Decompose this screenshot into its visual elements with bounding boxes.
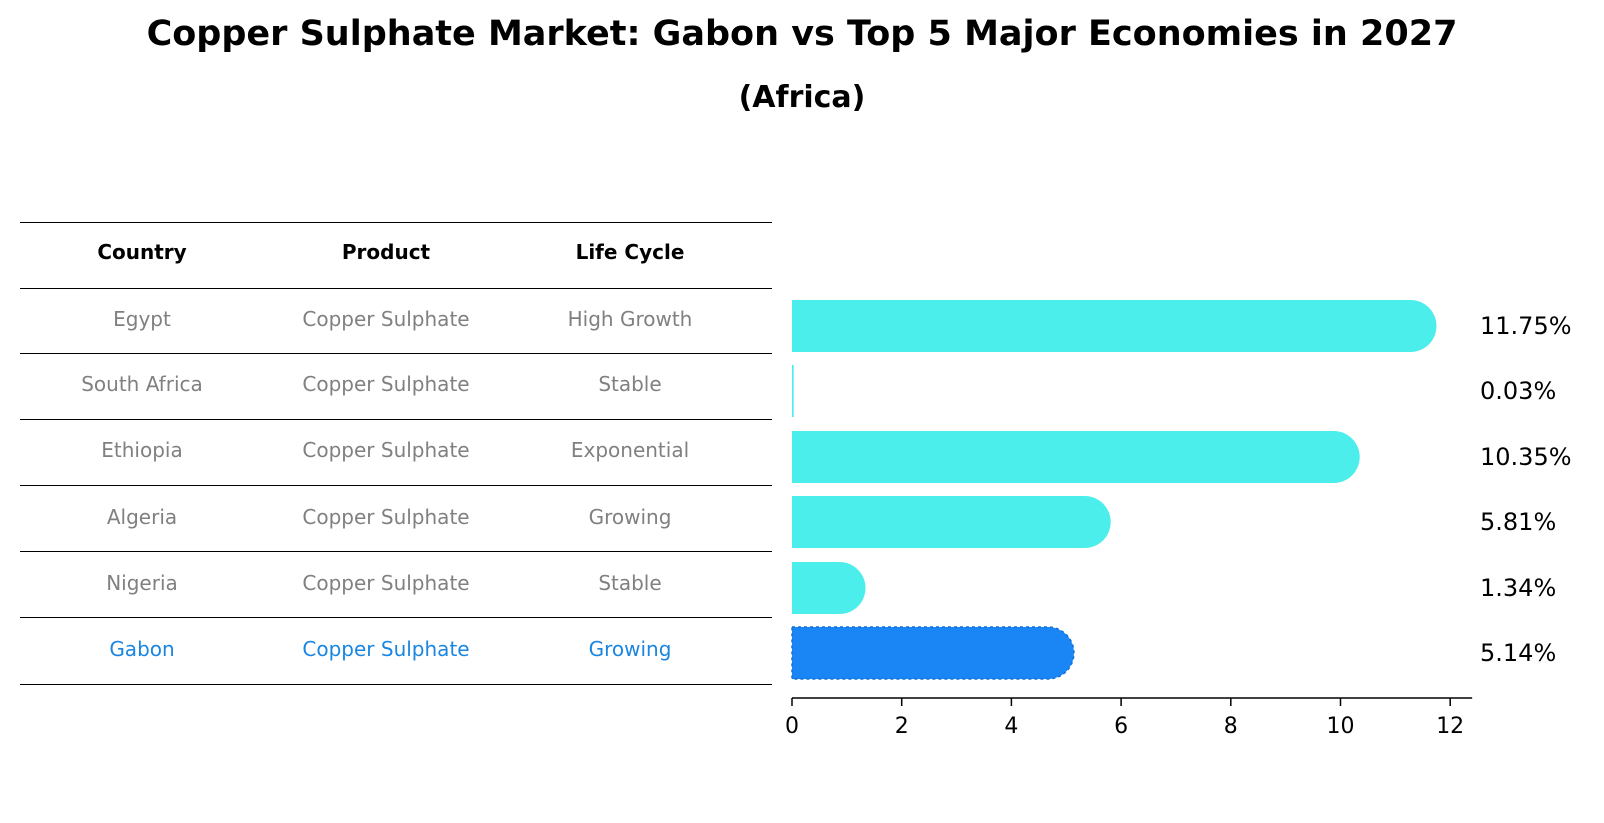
table-row-rule — [20, 617, 772, 618]
cell-product: Copper Sulphate — [302, 438, 470, 462]
bar — [792, 562, 866, 614]
x-tick-label: 4 — [1004, 714, 1018, 739]
cell-life-cycle: High Growth — [567, 307, 693, 331]
cell-country: Algeria — [106, 505, 178, 529]
data-label: 1.34% — [1480, 574, 1556, 602]
table-row-rule — [20, 419, 772, 420]
cell-life-cycle: Growing — [588, 505, 672, 529]
bar — [792, 496, 1111, 548]
x-tick-label: 8 — [1224, 714, 1238, 739]
table-row-rule — [20, 485, 772, 486]
chart-subtitle: (Africa) — [738, 80, 866, 115]
cell-product: Copper Sulphate — [302, 571, 470, 595]
cell-country: Ethiopia — [101, 438, 183, 462]
cell-life-cycle: Stable — [598, 571, 662, 595]
cell-country: Nigeria — [106, 571, 178, 595]
cell-country: Egypt — [113, 307, 171, 331]
cell-product-highlight: Copper Sulphate — [302, 637, 470, 661]
data-label: 0.03% — [1480, 377, 1556, 405]
cell-country-highlight: Gabon — [109, 637, 175, 661]
bar — [792, 300, 1437, 352]
data-label: 5.81% — [1480, 508, 1556, 536]
cell-life-cycle-highlight: Growing — [588, 637, 672, 661]
data-label: 10.35% — [1480, 443, 1572, 471]
header-country: Country — [97, 240, 187, 264]
x-tick-label: 10 — [1327, 714, 1355, 739]
x-tick-label: 0 — [785, 714, 799, 739]
cell-country: South Africa — [81, 372, 203, 396]
header-life-cycle: Life Cycle — [575, 240, 685, 264]
cell-product: Copper Sulphate — [302, 372, 470, 396]
bar — [792, 431, 1360, 483]
table-bottom-rule — [20, 684, 772, 685]
x-tick-label: 6 — [1114, 714, 1128, 739]
bar — [792, 365, 794, 417]
table-row-rule — [20, 551, 772, 552]
header-product: Product — [341, 240, 431, 264]
cell-product: Copper Sulphate — [302, 505, 470, 529]
cell-life-cycle: Stable — [598, 372, 662, 396]
x-tick-label: 12 — [1436, 714, 1464, 739]
data-label: 11.75% — [1480, 312, 1572, 340]
cell-product: Copper Sulphate — [302, 307, 470, 331]
cell-life-cycle: Exponential — [570, 438, 690, 462]
table-row-rule — [20, 353, 772, 354]
bar-highlight — [791, 626, 1075, 680]
table-top-rule — [20, 222, 772, 223]
x-tick-label: 2 — [895, 714, 909, 739]
chart-title: Copper Sulphate Market: Gabon vs Top 5 M… — [146, 14, 1458, 54]
table-header-rule — [20, 288, 772, 289]
data-label: 5.14% — [1480, 639, 1556, 667]
